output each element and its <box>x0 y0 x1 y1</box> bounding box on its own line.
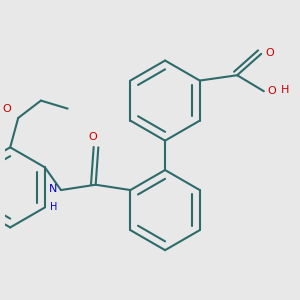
Text: O: O <box>268 86 277 96</box>
Text: H: H <box>50 202 57 212</box>
Text: O: O <box>88 132 98 142</box>
Text: O: O <box>265 47 274 58</box>
Text: N: N <box>49 184 57 194</box>
Text: H: H <box>281 85 290 95</box>
Text: O: O <box>3 104 11 114</box>
